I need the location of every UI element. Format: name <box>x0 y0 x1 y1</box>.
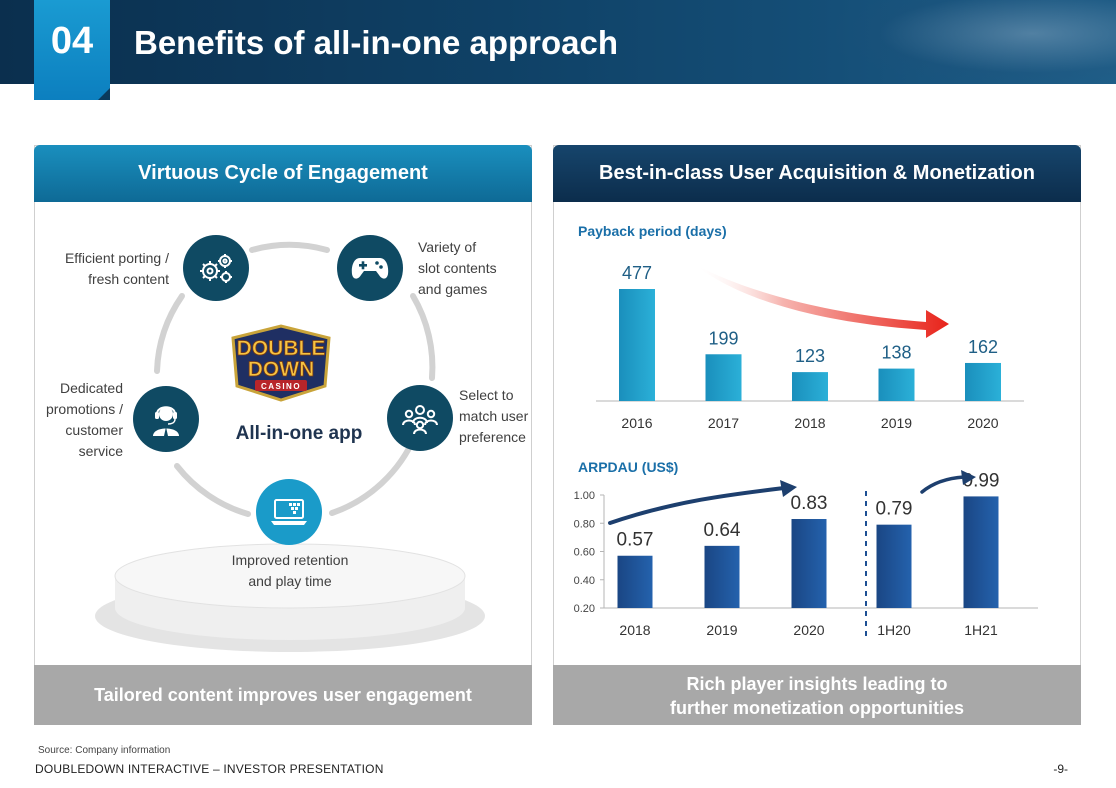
arpdau-category-label: 2018 <box>619 622 650 638</box>
arpdau-chart-title: ARPDAU (US$) <box>578 459 678 475</box>
arpdau-value-label: 0.79 <box>876 499 913 520</box>
payback-bar <box>792 372 828 401</box>
payback-value-label: 477 <box>622 263 652 283</box>
payback-chart: 477 2016 199 2017 123 2018 138 2019 162 2020 <box>596 263 1024 431</box>
payback-value-label: 123 <box>795 346 825 366</box>
page-title: Benefits of all-in-one approach <box>134 24 619 61</box>
payback-value-label: 138 <box>881 343 911 363</box>
section-tab: 04 <box>34 0 110 100</box>
arpdau-category-label: 1H21 <box>964 622 998 638</box>
cycle-ring <box>154 241 436 517</box>
header-decoration <box>836 0 1116 84</box>
node-label-preference: Select to match user preference <box>459 385 533 448</box>
payback-category-label: 2016 <box>621 415 652 431</box>
engagement-panel-footer: Tailored content improves user engagemen… <box>34 665 532 725</box>
section-number: 04 <box>50 20 94 62</box>
logo-word-double: DOUBLE <box>237 337 326 360</box>
node-label-line: Select to <box>459 387 514 403</box>
arpdau-growth-arrowhead <box>780 480 797 497</box>
node-label-line: preference <box>459 429 526 445</box>
headset-agent-icon <box>133 386 199 452</box>
arpdau-category-label: 1H20 <box>877 622 911 638</box>
doubledown-casino-logo: DOUBLE DOWN CASINO <box>225 324 337 402</box>
laptop-icon <box>256 479 322 545</box>
node-label-line: slot contents <box>418 260 497 276</box>
logo-word-down: DOWN <box>248 358 315 381</box>
node-label-service: Dedicated promotions / customer service <box>35 378 123 462</box>
arpdau-bar <box>617 555 653 608</box>
gears-icon <box>183 235 249 301</box>
node-label-line: and games <box>418 281 488 297</box>
payback-value-label: 162 <box>968 337 998 357</box>
node-label-line: service <box>78 443 123 459</box>
monetization-panel-footer: Rich player insights leading to further … <box>553 665 1081 725</box>
monetization-panel: Best-in-class User Acquisition & Monetiz… <box>553 145 1081 725</box>
payback-value-label: 199 <box>708 328 738 348</box>
source-note: Source: Company information <box>38 745 171 756</box>
payback-category-label: 2019 <box>881 415 912 431</box>
node-label-line: match user <box>459 408 529 424</box>
people-group-icon <box>387 385 453 451</box>
cycle-diagram <box>95 241 485 652</box>
arpdau-value-label: 0.57 <box>617 530 654 551</box>
payback-chart-title: Payback period (days) <box>578 223 727 239</box>
payback-bar <box>705 354 742 401</box>
arpdau-tick-label: 0.40 <box>574 575 595 587</box>
arpdau-tick-label: 1.00 <box>574 490 595 502</box>
payback-bar <box>619 289 655 401</box>
engagement-panel: Virtuous Cycle of Engagement DOUBLE DOWN… <box>34 145 532 725</box>
payback-bar <box>878 368 915 401</box>
node-label-line: customer <box>65 422 123 438</box>
arpdau-growth-arrow <box>608 486 786 525</box>
payback-category-label: 2018 <box>794 415 825 431</box>
arpdau-bar <box>704 545 740 608</box>
payback-category-label: 2020 <box>967 415 998 431</box>
node-label-line: Variety of <box>418 239 477 255</box>
arpdau-bar <box>963 496 999 608</box>
node-label-line: promotions / <box>45 401 123 417</box>
logo-word-casino: CASINO <box>261 382 301 391</box>
arpdau-value-label: 0.64 <box>704 520 741 541</box>
hub-label: All-in-one app <box>235 423 363 444</box>
gamepad-icon <box>337 235 403 301</box>
arpdau-bar <box>791 519 827 608</box>
node-label-line: and play time <box>248 573 332 589</box>
arpdau-value-label: 0.83 <box>791 493 828 514</box>
header-bar <box>0 0 1116 84</box>
monetization-panel-heading: Best-in-class User Acquisition & Monetiz… <box>553 145 1081 202</box>
node-label-content: Efficient porting / fresh content <box>45 248 169 290</box>
charts-canvas: Payback period (days) ARPDAU (US$) 477 20… <box>574 223 1038 638</box>
engagement-panel-heading: Virtuous Cycle of Engagement <box>34 145 532 202</box>
arpdau-growth-arrowhead <box>961 470 976 485</box>
arpdau-category-label: 2020 <box>793 622 824 638</box>
arpdau-chart: 0.20 0.40 0.60 0.80 1.00 0.57 2018 0.64 2019 0.83… <box>574 470 1038 638</box>
node-label-line: Improved retention <box>231 552 349 568</box>
arpdau-bar <box>876 524 912 608</box>
page-number: -9- <box>1053 762 1068 776</box>
arpdau-tick-label: 0.60 <box>574 547 595 559</box>
arpdau-growth-arrow <box>920 475 966 494</box>
arpdau-tick-label: 0.20 <box>574 603 595 615</box>
node-label-retention: Improved retention and play time <box>215 550 365 592</box>
arpdau-category-label: 2019 <box>706 622 737 638</box>
payback-category-label: 2017 <box>708 415 739 431</box>
arpdau-tick-label: 0.80 <box>574 518 595 530</box>
company-footer: DOUBLEDOWN INTERACTIVE – INVESTOR PRESEN… <box>35 762 384 776</box>
node-label-games: Variety of slot contents and games <box>418 237 528 300</box>
payback-trend-arrow <box>694 264 949 338</box>
node-label-line: Dedicated <box>59 380 123 396</box>
node-label-line: Efficient porting / <box>64 250 169 266</box>
footer-line: Rich player insights leading to <box>686 674 948 694</box>
footer-line: further monetization opportunities <box>670 698 964 718</box>
node-label-line: fresh content <box>88 271 169 287</box>
payback-bar <box>965 362 1001 401</box>
